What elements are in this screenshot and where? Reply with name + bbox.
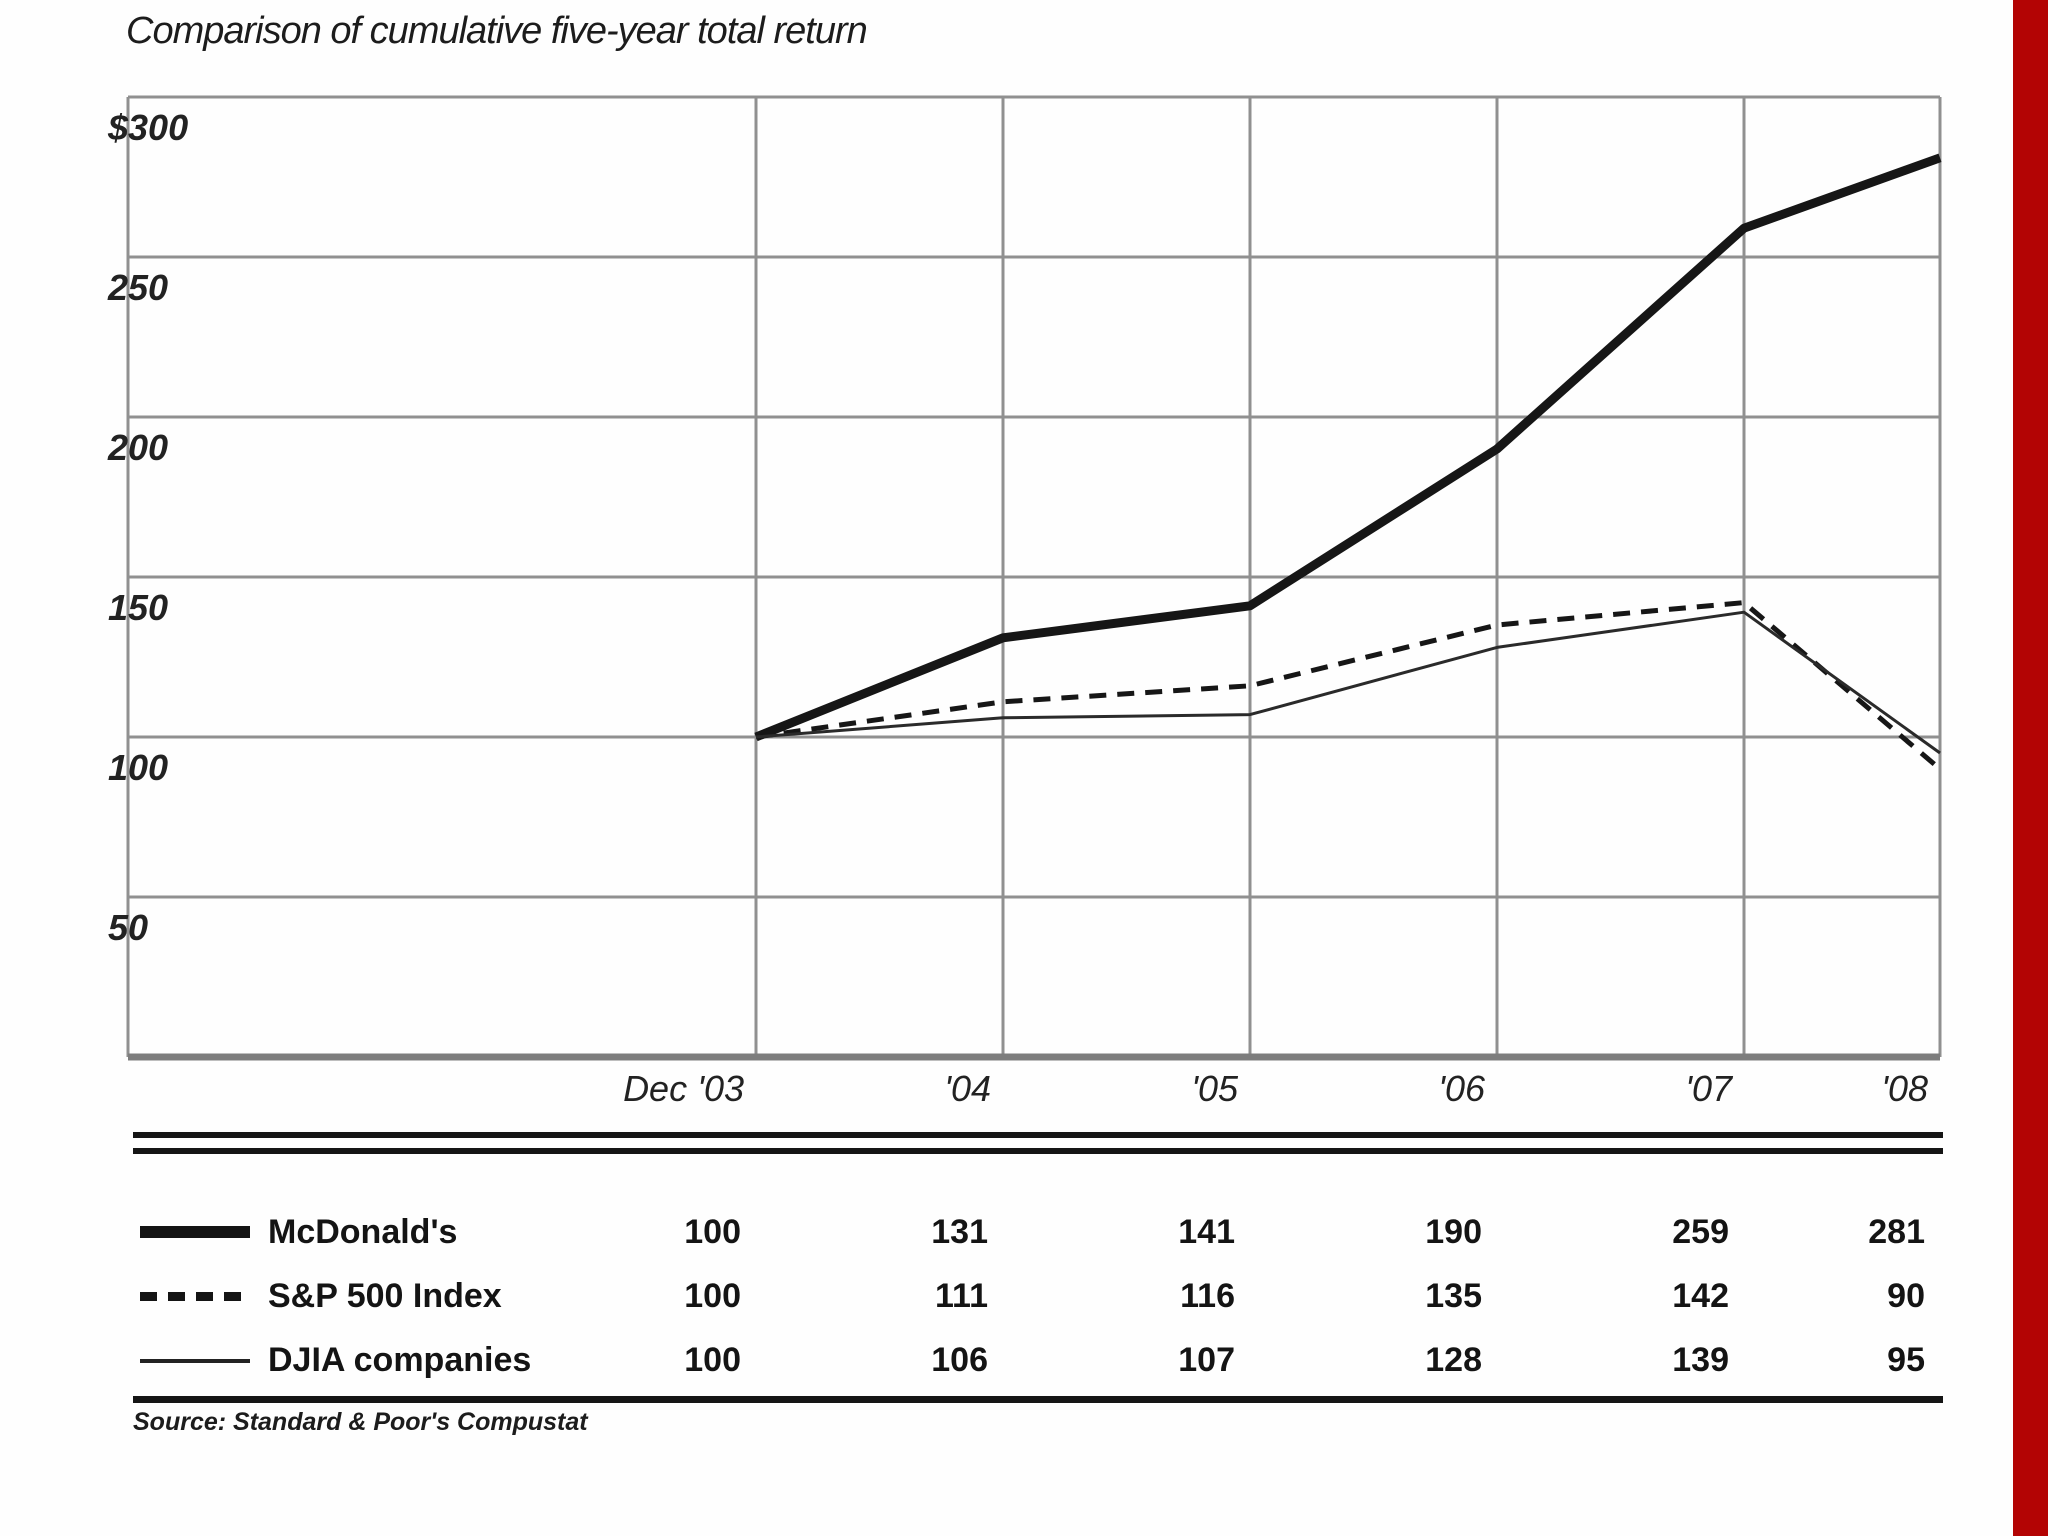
legend-row: S&P 500 Index 100 111 116 135 142 90 (0, 1272, 2048, 1320)
table-value: 107 (1178, 1341, 1235, 1379)
y-axis-tick-label: 250 (108, 267, 169, 308)
y-axis-tick-label: 200 (108, 427, 169, 468)
source-note: Source: Standard & Poor's Compustat (133, 1408, 588, 1436)
y-axis-tick-label: 50 (108, 907, 149, 948)
table-value: 281 (1868, 1213, 1925, 1251)
y-axis-tick-label: 100 (108, 747, 169, 788)
x-axis-tick-label: '05 (1191, 1068, 1238, 1109)
x-axis-tick-label: Dec '03 (623, 1068, 744, 1109)
x-axis-tick-label: '06 (1438, 1068, 1485, 1109)
table-value: 139 (1672, 1341, 1729, 1379)
series-name: S&P 500 Index (268, 1277, 502, 1315)
legend-swatch-thick-solid-icon (140, 1226, 250, 1238)
legend-row: DJIA companies 100 106 107 128 139 95 (0, 1336, 2048, 1384)
series-line-dashed (755, 600, 1942, 771)
chart-title: Comparison of cumulative five-year total… (126, 10, 868, 52)
x-axis-tick-label: '07 (1685, 1068, 1732, 1109)
legend-swatch-thin-solid-icon (140, 1359, 250, 1363)
table-value: 111 (935, 1277, 988, 1315)
legend-row: McDonald's 100 131 141 190 259 281 (0, 1208, 2048, 1256)
table-value: 135 (1425, 1277, 1482, 1315)
table-value: 259 (1672, 1213, 1729, 1251)
table-value: 100 (684, 1341, 741, 1379)
y-axis-tick-label: 150 (108, 587, 169, 628)
table-value: 116 (1180, 1277, 1235, 1315)
legend-swatch-dashed-icon (140, 1292, 250, 1301)
table-value: 106 (931, 1341, 988, 1379)
table-value: 190 (1425, 1213, 1482, 1251)
table-value: 128 (1425, 1341, 1482, 1379)
table-value: 95 (1887, 1341, 1925, 1379)
series-name: DJIA companies (268, 1341, 532, 1379)
table-value: 100 (684, 1213, 741, 1251)
table-value: 100 (684, 1277, 741, 1315)
x-axis-tick-label: '04 (944, 1068, 991, 1109)
red-accent-bar (2013, 0, 2048, 1536)
series-name: McDonald's (268, 1213, 458, 1251)
series-line-thin-solid (755, 610, 1941, 755)
table-value: 90 (1887, 1277, 1925, 1315)
y-axis-tick-label: $300 (108, 107, 189, 148)
x-axis-tick-label: '08 (1881, 1068, 1928, 1109)
table-value: 142 (1672, 1277, 1729, 1315)
series-line-thick-solid (754, 153, 1942, 742)
table-value: 131 (931, 1213, 988, 1251)
legend-bottom-rule (133, 1396, 1943, 1403)
legend-top-double-rule (133, 1132, 1943, 1154)
table-value: 141 (1178, 1213, 1235, 1251)
